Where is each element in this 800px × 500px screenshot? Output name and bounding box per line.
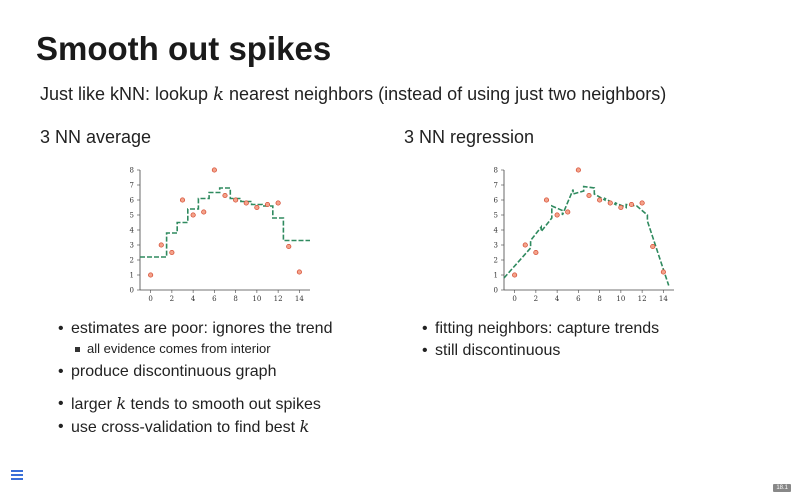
data-point <box>286 243 292 250</box>
data-point <box>554 212 560 218</box>
x-tick-label: 8 <box>233 295 237 303</box>
nn-regression-fit-line <box>503 185 670 286</box>
data-point <box>222 192 228 199</box>
x-tick-label: 2 <box>170 295 174 303</box>
data-point <box>275 200 281 206</box>
data-point <box>211 167 217 173</box>
x-tick-label: 10 <box>616 295 625 303</box>
data-point <box>660 269 666 275</box>
x-tick-label: 4 <box>191 295 196 303</box>
left-bullet-1: estimates are poor: ignores the trend <box>57 318 332 340</box>
bullet-4-text-before: use cross-validation to find best <box>71 419 300 436</box>
data-point <box>254 204 260 211</box>
data-point <box>233 197 239 203</box>
left-bullet-list: estimates are poor: ignores the trend al… <box>57 318 332 439</box>
slide-subtitle: Just like kNN: lookup k nearest neighbor… <box>40 84 666 105</box>
data-point <box>201 209 207 215</box>
y-tick-label: 3 <box>494 242 498 250</box>
data-point <box>618 204 624 211</box>
y-tick-label: 8 <box>130 167 134 175</box>
y-tick-label: 4 <box>130 227 135 235</box>
x-tick-label: 14 <box>295 295 304 303</box>
data-point <box>650 243 656 250</box>
x-tick-label: 10 <box>252 295 261 303</box>
data-point <box>639 200 645 206</box>
y-tick-label: 6 <box>494 197 499 205</box>
x-tick-label: 0 <box>512 295 516 303</box>
data-point <box>296 269 302 275</box>
x-tick-label: 14 <box>659 295 668 303</box>
left-sub-bullet-1: all evidence comes from interior <box>57 340 332 358</box>
data-point <box>158 242 164 248</box>
y-tick-label: 0 <box>494 287 498 295</box>
menu-icon[interactable] <box>11 470 23 482</box>
bullet-3-math-k: k <box>116 394 127 413</box>
y-tick-label: 5 <box>130 212 134 220</box>
right-bullet-2: still discontinuous <box>421 340 659 362</box>
data-point <box>512 272 518 278</box>
y-tick-label: 6 <box>130 197 135 205</box>
nn-average-fit-line <box>140 187 310 258</box>
data-point <box>169 249 175 256</box>
right-column-heading: 3 NN regression <box>404 127 535 147</box>
subtitle-text-before: Just like kNN: lookup <box>40 84 214 104</box>
data-point <box>543 197 550 203</box>
y-tick-label: 1 <box>130 272 134 280</box>
data-point <box>264 201 271 208</box>
data-point <box>575 167 581 173</box>
data-point <box>565 209 571 215</box>
data-point <box>522 242 528 248</box>
x-tick-label: 12 <box>638 295 647 303</box>
x-tick-label: 2 <box>534 295 538 303</box>
subtitle-math-k: k <box>213 84 224 105</box>
x-tick-label: 12 <box>274 295 283 303</box>
left-column-heading: 3 NN average <box>40 127 152 147</box>
data-point <box>533 249 539 256</box>
y-tick-label: 4 <box>494 227 499 235</box>
bullet-3-text-after: tends to smooth out spikes <box>126 396 321 413</box>
data-point <box>243 200 249 206</box>
x-tick-label: 4 <box>555 295 560 303</box>
bullet-4-math-k: k <box>299 417 310 436</box>
data-point <box>628 201 635 208</box>
subtitle-text-after: nearest neighbors (instead of using just… <box>224 84 667 104</box>
y-tick-label: 1 <box>494 272 498 280</box>
data-point <box>607 200 613 206</box>
y-tick-label: 2 <box>130 257 134 265</box>
left-bullet-4: use cross-validation to find best k <box>57 416 332 439</box>
left-bullet-3: larger k tends to smooth out spikes <box>57 393 332 416</box>
page-number: 18.1 <box>773 484 791 492</box>
x-tick-label: 6 <box>212 295 217 303</box>
slide-title: Smooth out spikes <box>36 30 332 67</box>
data-point <box>586 192 592 199</box>
menu-icon-bar <box>11 478 23 480</box>
x-tick-label: 6 <box>576 295 581 303</box>
y-tick-label: 0 <box>130 287 134 295</box>
bullet-3-text-before: larger <box>71 396 117 413</box>
y-tick-label: 7 <box>130 182 134 190</box>
y-tick-label: 3 <box>130 242 134 250</box>
data-point <box>148 272 154 278</box>
menu-icon-bar <box>11 470 23 472</box>
left-bullet-2: produce discontinuous graph <box>57 361 332 383</box>
y-tick-label: 8 <box>494 167 498 175</box>
y-tick-label: 5 <box>494 212 498 220</box>
right-bullet-list: fitting neighbors: capture trends still … <box>421 318 659 362</box>
right-bullet-1: fitting neighbors: capture trends <box>421 318 659 340</box>
y-tick-label: 2 <box>494 257 498 265</box>
x-tick-label: 8 <box>597 295 601 303</box>
y-tick-label: 7 <box>494 182 498 190</box>
x-tick-label: 0 <box>148 295 152 303</box>
data-point <box>597 197 603 203</box>
menu-icon-bar <box>11 474 23 476</box>
data-point <box>190 212 196 218</box>
data-point <box>179 197 186 203</box>
